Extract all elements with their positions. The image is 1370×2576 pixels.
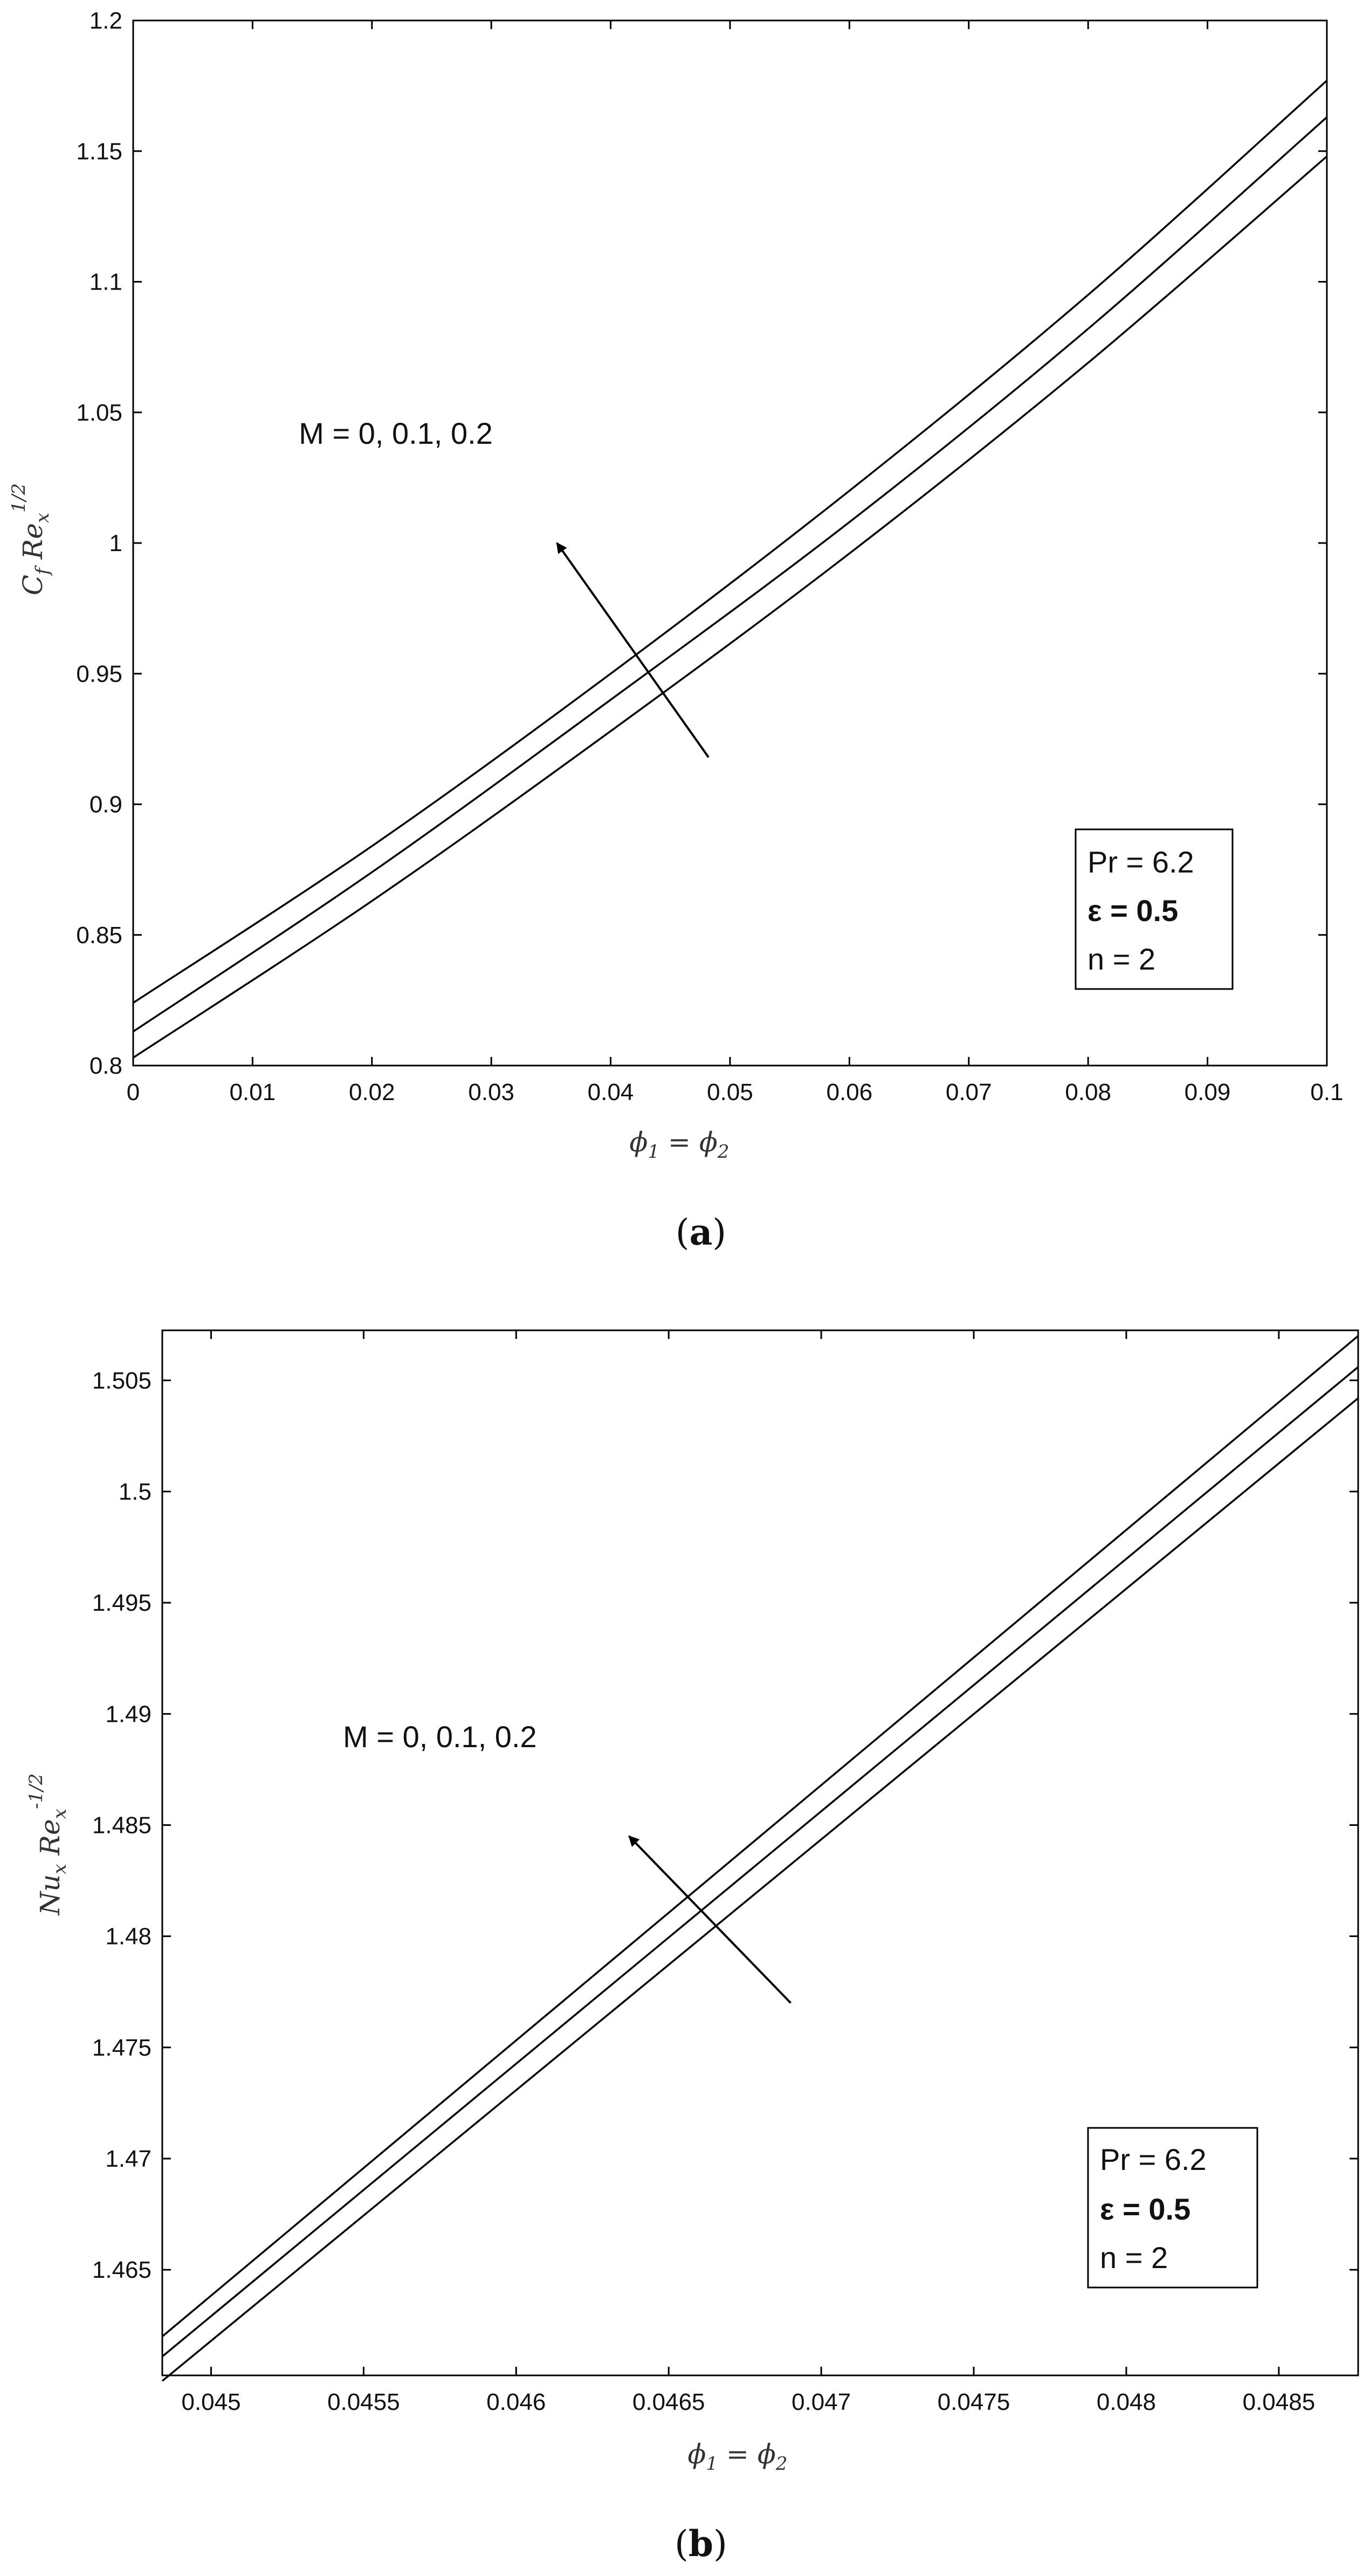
x-tick-label: 0.047 xyxy=(791,2389,851,2415)
series-line-3 xyxy=(161,1397,1359,2382)
annotation-arrow-a xyxy=(556,542,710,758)
panel-a: 0 0.01 0.02 0.03 0.04 0.05 0.06 0.07 0.08 0.09 0.1… xyxy=(8,8,1344,1253)
y-tick-label: 1.505 xyxy=(92,1368,152,1394)
y-tick-label: 1.485 xyxy=(92,1812,152,1838)
x-tick-label: 0.0475 xyxy=(938,2389,1010,2415)
legend-box-a: Pr = 6.2 ε = 0.5 n = 2 xyxy=(1075,828,1234,990)
x-tick-label: 0.07 xyxy=(946,1079,992,1105)
legend-line-epsilon-b: ε = 0.5 xyxy=(1100,2192,1190,2226)
y-tick-label: 1.465 xyxy=(92,2257,152,2283)
y-tick-label: 1.2 xyxy=(90,8,122,34)
legend-line-n-b: n = 2 xyxy=(1100,2241,1168,2275)
x-tick-label: 0.03 xyxy=(468,1079,514,1105)
x-tick-label: 0.08 xyxy=(1065,1079,1111,1105)
legend-line-pr-a: Pr = 6.2 xyxy=(1087,845,1194,879)
y-axis-label-a: Cf Rex1/2 xyxy=(8,483,53,595)
caption-a: (a) xyxy=(676,1211,726,1253)
x-ticks-b: 0.045 0.0455 0.046 0.0465 0.047 0.0475 0.048 0.… xyxy=(181,1330,1315,2415)
x-axis-label-b: ϕ1 = ϕ2 xyxy=(687,2438,787,2475)
x-ticks-a: 0 0.01 0.02 0.03 0.04 0.05 0.06 0.07 0.08 0.09 0.1 xyxy=(127,20,1344,1105)
y-tick-label: 1 xyxy=(109,530,122,557)
y-tick-label: 1.05 xyxy=(76,400,122,426)
series-line-1 xyxy=(133,80,1328,1004)
legend-line-n-a: n = 2 xyxy=(1087,942,1155,976)
annotation-arrow-b xyxy=(628,1835,792,2004)
y-tick-label: 1.1 xyxy=(90,269,122,296)
y-tick-label: 1.5 xyxy=(119,1479,152,1505)
x-tick-label: 0.05 xyxy=(707,1079,753,1105)
x-tick-label: 0.02 xyxy=(349,1079,395,1105)
series-b xyxy=(161,1335,1359,2382)
panel-b: 0.045 0.0455 0.046 0.0465 0.047 0.0475 0.048 0.… xyxy=(25,1329,1359,2565)
y-tick-label: 1.49 xyxy=(105,1701,152,1727)
x-tick-label: 0.0465 xyxy=(632,2389,705,2415)
series-line-3 xyxy=(133,155,1328,1059)
annotation-text-a: M = 0, 0.1, 0.2 xyxy=(299,416,493,450)
y-tick-label: 0.85 xyxy=(76,922,122,949)
legend-frame-b xyxy=(1087,2127,1258,2289)
y-tick-label: 1.48 xyxy=(105,1924,152,1950)
x-tick-label: 0.09 xyxy=(1185,1079,1231,1105)
y-tick-label: 1.495 xyxy=(92,1590,152,1616)
x-tick-label: 0.045 xyxy=(181,2389,240,2415)
series-line-2 xyxy=(161,1366,1359,2358)
legend-line-pr-b: Pr = 6.2 xyxy=(1100,2142,1207,2176)
y-axis-label-b: Nux Rex-1/2 xyxy=(25,1773,71,1915)
y-ticks-a: 0.8 0.85 0.9 0.95 1 1.05 1.1 1.15 1.2 xyxy=(76,8,1327,1079)
x-tick-label: 0.048 xyxy=(1097,2389,1156,2415)
series-line-1 xyxy=(161,1335,1359,2338)
x-tick-label: 0.046 xyxy=(486,2389,546,2415)
x-tick-label: 0.1 xyxy=(1310,1079,1343,1105)
x-tick-label: 0.01 xyxy=(230,1079,276,1105)
y-tick-label: 0.95 xyxy=(76,661,122,687)
legend-box-b: Pr = 6.2 ε = 0.5 n = 2 xyxy=(1087,2127,1258,2289)
x-tick-label: 0.04 xyxy=(588,1079,634,1105)
x-tick-label: 0.0485 xyxy=(1243,2389,1316,2415)
y-tick-label: 1.475 xyxy=(92,2035,152,2061)
x-tick-label: 0.06 xyxy=(827,1079,873,1105)
series-line-2 xyxy=(133,116,1328,1033)
series-a xyxy=(133,80,1328,1059)
legend-frame-a xyxy=(1075,828,1234,990)
y-ticks-b: 1.465 1.47 1.475 1.48 1.485 1.49 1.495 1.5 1.505 xyxy=(92,1368,1358,2283)
y-tick-label: 1.15 xyxy=(76,138,122,164)
x-tick-label: 0.0455 xyxy=(327,2389,400,2415)
y-tick-label: 0.9 xyxy=(90,792,122,818)
annotation-text-b: M = 0, 0.1, 0.2 xyxy=(343,1720,537,1754)
x-tick-label: 0 xyxy=(127,1079,140,1105)
caption-b: (b) xyxy=(674,2523,727,2565)
legend-line-epsilon-a: ε = 0.5 xyxy=(1087,894,1178,928)
y-tick-label: 0.8 xyxy=(90,1053,122,1079)
x-axis-label-a: ϕ1 = ϕ2 xyxy=(629,1126,729,1163)
y-tick-label: 1.47 xyxy=(105,2146,152,2172)
